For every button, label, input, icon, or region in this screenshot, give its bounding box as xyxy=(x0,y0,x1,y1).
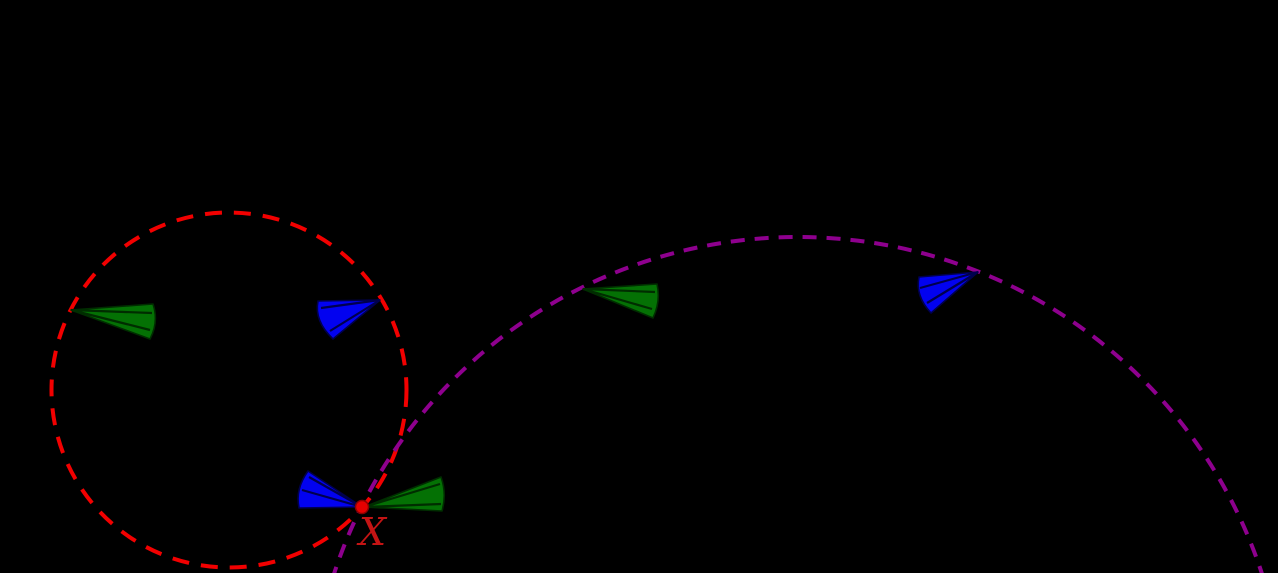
cone-blue-right-arc-ridge-line xyxy=(926,271,979,304)
cone-green-middle-arc-ridge-line xyxy=(582,287,656,294)
cone-green-middle-arc-ridge-line xyxy=(582,287,653,311)
cone-blue-upper-circle-ridge-line xyxy=(329,299,381,332)
cone-blue-right-arc-ridge-line xyxy=(919,270,979,290)
cone-green-left-ridge-line xyxy=(70,308,151,332)
point-x-marker xyxy=(354,499,370,515)
cone-blue-upper-circle-ridge-line xyxy=(320,298,381,310)
cone-blue-at-point-x-ridge-line xyxy=(301,488,363,509)
cone-blue-at-point-x-ridge-line xyxy=(308,476,363,508)
cone-green-left-ridge-line xyxy=(70,308,153,315)
cone-green-at-point-x-ridge-line xyxy=(363,502,442,509)
red-dashed-circle-trajectory xyxy=(49,210,409,570)
point-x-label: X xyxy=(356,510,388,554)
cone-green-at-point-x-ridge-line xyxy=(363,482,441,509)
